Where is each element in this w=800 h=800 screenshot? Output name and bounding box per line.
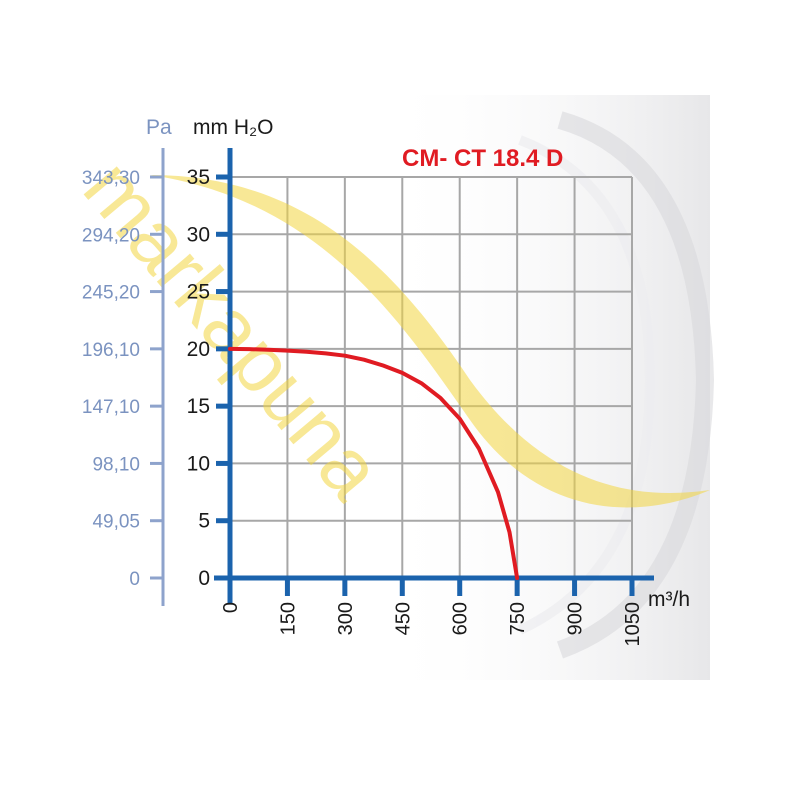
x-tick-label: 450 bbox=[392, 602, 414, 635]
x-tick-labels: 0 150 300 450 600 750 900 1050 bbox=[220, 602, 644, 647]
pa-tick-label: 343,30 bbox=[82, 168, 140, 189]
axes bbox=[150, 148, 654, 606]
x-tick-label: 0 bbox=[220, 602, 242, 613]
y-tick-label: 30 bbox=[187, 223, 210, 246]
y-tick-label: 25 bbox=[187, 281, 210, 304]
pa-tick-label: 147,10 bbox=[82, 397, 140, 418]
y-tick-label: 10 bbox=[187, 452, 210, 475]
x-tick-label: 1050 bbox=[622, 602, 644, 647]
x-tick-label: 750 bbox=[507, 602, 529, 635]
pa-tick-label: 98,10 bbox=[92, 454, 140, 475]
pa-tick-labels: 0 49,05 98,10 147,10 196,10 245,20 294,20 343,3… bbox=[82, 168, 140, 590]
x-tick-label: 900 bbox=[565, 602, 587, 635]
y-tick-label: 0 bbox=[198, 567, 210, 590]
pa-tick-label: 0 bbox=[129, 569, 140, 590]
pa-axis-label: Pa bbox=[146, 116, 172, 139]
x-axis-label: m³/h bbox=[648, 588, 690, 611]
y-tick-label: 5 bbox=[198, 510, 210, 533]
y-tick-label: 35 bbox=[187, 166, 210, 189]
pa-tick-label: 294,20 bbox=[82, 225, 140, 246]
y-tick-label: 20 bbox=[187, 338, 210, 361]
watermark-swoosh bbox=[150, 175, 710, 508]
x-tick-label: 150 bbox=[277, 602, 299, 635]
x-tick-label: 300 bbox=[335, 602, 357, 635]
pa-tick-label: 245,20 bbox=[82, 283, 140, 304]
y-axis-label: mm H₂O bbox=[193, 116, 273, 139]
chart-title: CM- CT 18.4 D bbox=[402, 145, 563, 172]
background-product-photo bbox=[380, 95, 715, 680]
y-tick-labels: 0 5 10 15 20 25 30 35 bbox=[187, 166, 210, 590]
series-group bbox=[228, 346, 520, 580]
pa-tick-label: 49,05 bbox=[92, 512, 140, 533]
grid bbox=[230, 176, 633, 578]
fan-curve-line bbox=[228, 346, 520, 580]
pa-tick-label: 196,10 bbox=[82, 340, 140, 361]
x-tick-label: 600 bbox=[450, 602, 472, 635]
y-tick-label: 15 bbox=[187, 395, 210, 418]
